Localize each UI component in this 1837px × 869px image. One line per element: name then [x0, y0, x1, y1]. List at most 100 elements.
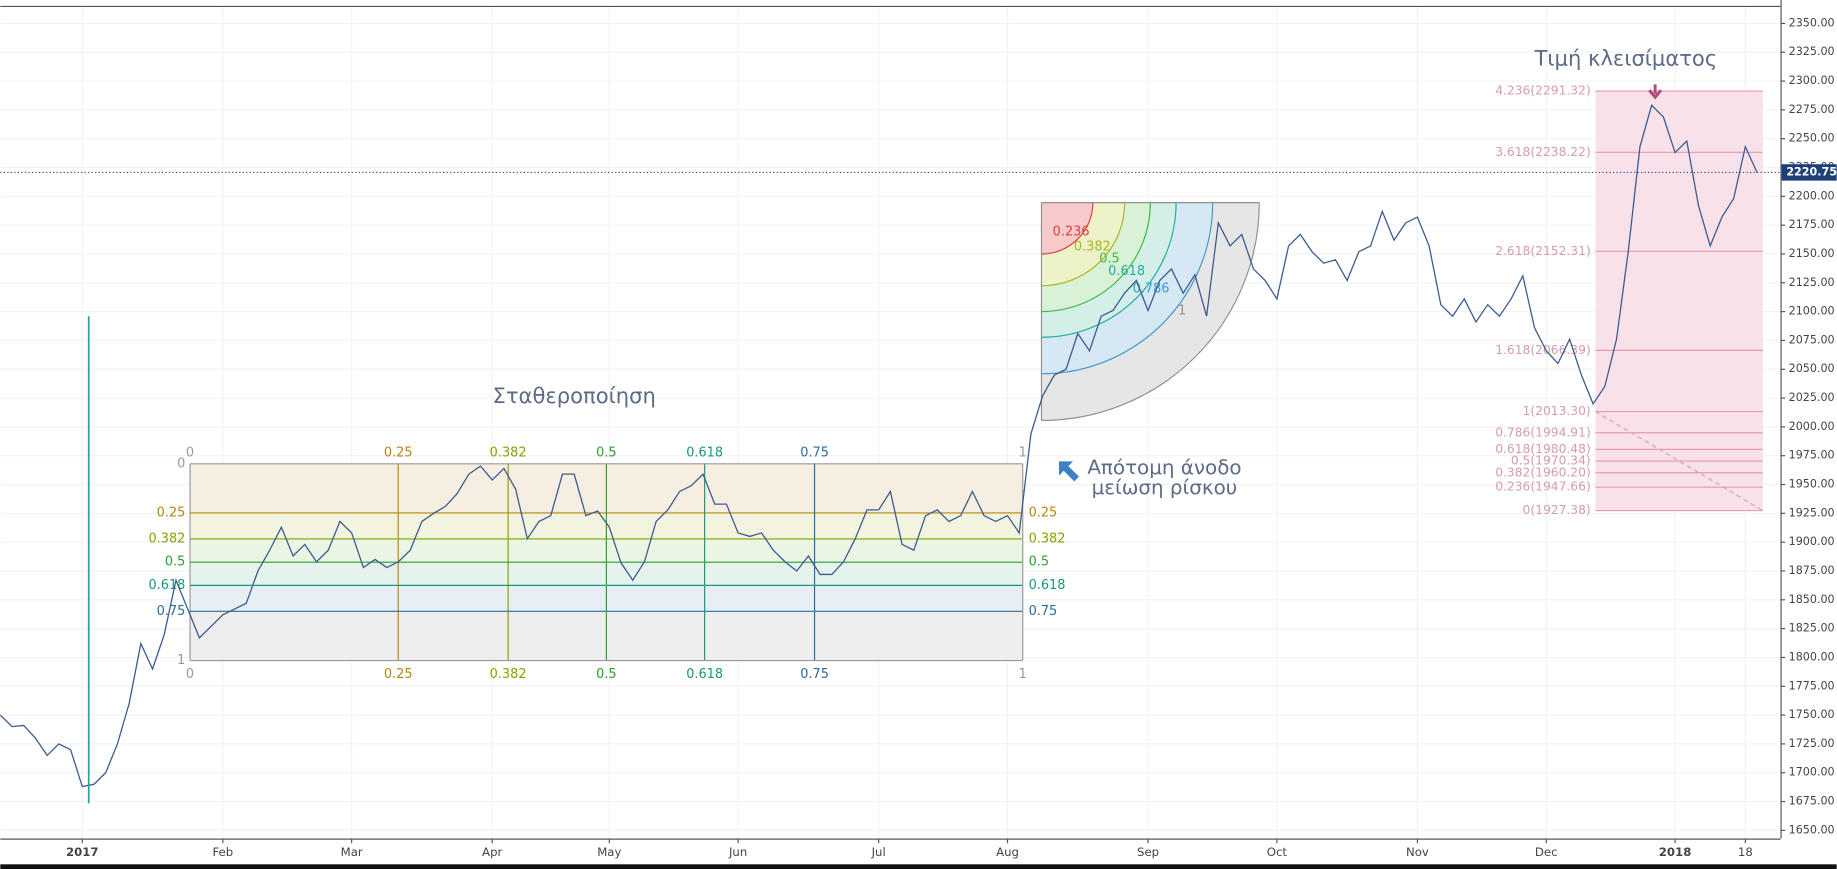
plot [0, 104, 1781, 788]
last-price-label: 2220.75 [1786, 165, 1837, 178]
bottom-bar [0, 864, 1837, 869]
fib-ext-label: 0.236(1947.66) [1495, 480, 1591, 494]
y-tick-label: 1725.00 [1789, 737, 1835, 750]
box-label: 1 [177, 653, 185, 668]
y-tick-label: 1900.00 [1789, 535, 1835, 548]
y-tick-label: 1875.00 [1789, 564, 1835, 577]
x-tick-label: Aug [996, 845, 1019, 859]
x-tick-label: 18 [1738, 845, 1753, 859]
fib-ext-label: 1(2013.30) [1523, 404, 1591, 418]
x-tick-label: Sep [1137, 845, 1159, 859]
x-tick-label: 2018 [1659, 845, 1692, 859]
fib-ext-label: 0.382(1960.20) [1495, 465, 1591, 479]
y-tick-label: 1650.00 [1789, 823, 1835, 836]
box-label: 1 [1019, 446, 1027, 461]
y-tick-label: 2175.00 [1789, 218, 1835, 231]
fib-arc [1041, 202, 1126, 287]
price-axis-panel [1780, 0, 1837, 869]
box-label: 0.25 [384, 446, 413, 461]
box-label: 0.618 [1029, 578, 1066, 593]
box-label: 0.5 [596, 667, 616, 682]
x-tick-label: Jun [728, 845, 747, 859]
fib-arc-label: 0.5 [1099, 252, 1119, 267]
y-tick-label: 2150.00 [1789, 247, 1835, 260]
y-tick-label: 1925.00 [1789, 506, 1835, 519]
fib-arc-label: 1 [1178, 304, 1186, 319]
y-tick-label: 1850.00 [1789, 593, 1835, 606]
y-tick-label: 1800.00 [1789, 650, 1835, 663]
box-label: 0.25 [1029, 505, 1058, 520]
x-tick-label: 2017 [66, 845, 99, 859]
x-tick-label: Feb [212, 845, 233, 859]
y-tick-label: 1975.00 [1789, 449, 1835, 462]
fib-arc [1041, 202, 1214, 375]
fib-arc-label: 0.236 [1053, 224, 1090, 239]
x-tick-label: May [597, 845, 621, 859]
y-tick-label: 1825.00 [1789, 622, 1835, 635]
box-label: 0 [177, 456, 185, 471]
fib-ext-label: 0.5(1970.34) [1511, 454, 1591, 468]
y-tick-label: 2000.00 [1789, 420, 1835, 433]
box-label: 1 [1019, 667, 1027, 682]
x-tick-label: Dec [1535, 845, 1558, 859]
y-tick-label: 2275.00 [1789, 103, 1835, 116]
fib-ext-label: 0.618(1980.48) [1495, 442, 1591, 456]
y-tick-label: 2100.00 [1789, 305, 1835, 318]
box-label: 0 [186, 446, 194, 461]
price-line [0, 104, 1758, 788]
y-tick-label: 2350.00 [1789, 16, 1835, 29]
fib-arc-label: 0.618 [1108, 264, 1145, 279]
fib-ext-area [1595, 91, 1763, 511]
box-label: 0.75 [800, 446, 829, 461]
y-tick-label: 1950.00 [1789, 478, 1835, 491]
box-label: 0.5 [165, 555, 185, 570]
box-label: 0.382 [148, 531, 185, 546]
y-tick-label: 2125.00 [1789, 276, 1835, 289]
annotation: Τιμή κλεισίματος [1534, 46, 1718, 71]
y-tick-label: 2250.00 [1789, 132, 1835, 145]
x-tick-label: Oct [1267, 845, 1288, 859]
x-tick-label: Nov [1406, 845, 1429, 859]
annotation: Σταθεροποίηση [493, 383, 656, 408]
y-tick-label: 2025.00 [1789, 391, 1835, 404]
box-label: 0.618 [686, 667, 723, 682]
y-tick-label: 2325.00 [1789, 45, 1835, 58]
box-label: 0.5 [1029, 555, 1049, 570]
axes: 1650.00 1675.00 1700.00 1725.00 1750.00 1775.… [66, 16, 1837, 859]
y-tick-label: 1700.00 [1789, 766, 1835, 779]
annotation: Απότομη άνοδο [1087, 456, 1241, 479]
arrow-icon [1059, 461, 1079, 482]
fib-arc-label: 0.382 [1074, 239, 1111, 254]
x-tick-label: Apr [482, 845, 502, 859]
y-tick-label: 1675.00 [1789, 795, 1835, 808]
box-label: 0.5 [596, 446, 616, 461]
fib-ext-label: 3.618(2238.22) [1495, 145, 1591, 159]
fib-arc [1041, 202, 1094, 255]
fib-ext-label: 0(1927.38) [1523, 503, 1591, 517]
x-tick-label: Jul [871, 845, 886, 859]
box-label: 0.25 [157, 505, 186, 520]
y-tick-label: 2075.00 [1789, 333, 1835, 346]
fib-arc-fill [1041, 202, 1093, 255]
y-tick-label: 2200.00 [1789, 189, 1835, 202]
fib-arc [1041, 202, 1177, 338]
box-label: 0.382 [490, 446, 527, 461]
x-tick-label: Mar [341, 845, 363, 859]
fib-ext-label: 4.236(2291.32) [1495, 84, 1591, 98]
box-label: 0.618 [686, 446, 723, 461]
last-price-box [1781, 164, 1837, 181]
y-tick-label: 1775.00 [1789, 679, 1835, 692]
arrow-icon [1648, 84, 1663, 100]
box-label: 0.25 [384, 667, 413, 682]
y-tick-label: 2050.00 [1789, 362, 1835, 375]
fib-arc-label: 0.786 [1133, 281, 1170, 296]
y-tick-label: 1750.00 [1789, 708, 1835, 721]
box-label: 0.382 [1029, 531, 1066, 546]
fib-ext-label: 0.786(1994.91) [1495, 425, 1591, 439]
box-label: 0.382 [490, 667, 527, 682]
fib-arc [1041, 202, 1151, 313]
box-label: 0.75 [157, 604, 186, 619]
